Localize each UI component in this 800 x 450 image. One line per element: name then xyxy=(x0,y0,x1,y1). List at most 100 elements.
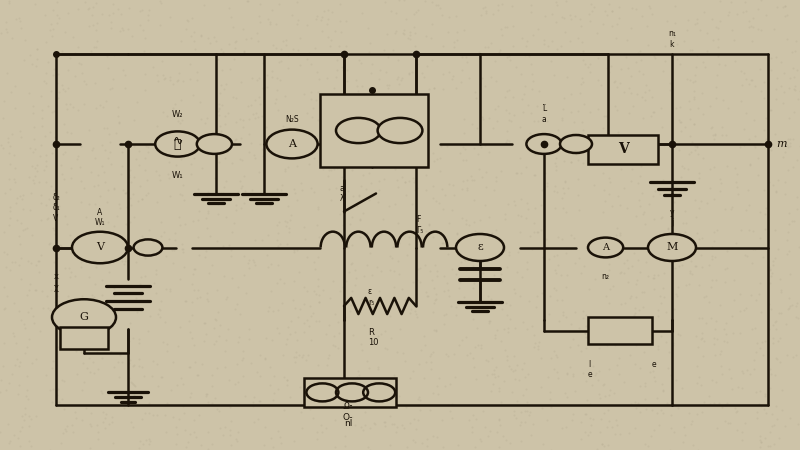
Point xyxy=(474,143,487,150)
Point xyxy=(762,178,775,185)
Point xyxy=(442,28,454,36)
Point xyxy=(290,336,303,343)
Point xyxy=(161,341,174,348)
Point xyxy=(504,440,517,447)
Point xyxy=(597,382,610,389)
Point xyxy=(122,171,135,179)
Point xyxy=(600,424,613,431)
Point xyxy=(510,63,522,71)
Point xyxy=(418,342,431,349)
Point xyxy=(74,60,87,67)
Point xyxy=(574,347,587,355)
Point xyxy=(430,328,443,335)
Point xyxy=(320,21,333,28)
Point xyxy=(72,59,85,67)
Point xyxy=(289,143,302,150)
Point xyxy=(635,57,648,64)
Point xyxy=(695,251,708,258)
Point xyxy=(58,378,71,385)
Point xyxy=(528,172,541,179)
Point xyxy=(88,369,101,377)
Point xyxy=(730,426,743,433)
Point xyxy=(537,253,550,260)
Point xyxy=(29,1,42,8)
Point xyxy=(555,194,568,201)
Point xyxy=(249,114,262,122)
Point xyxy=(619,54,632,61)
Point xyxy=(695,197,708,204)
Point xyxy=(236,183,249,190)
Point xyxy=(688,87,701,94)
Point xyxy=(0,305,11,312)
Point xyxy=(178,410,190,417)
Point xyxy=(754,27,767,34)
Point xyxy=(425,35,438,42)
Point xyxy=(618,184,630,191)
Point xyxy=(238,252,250,259)
Point xyxy=(647,368,660,375)
Point xyxy=(429,2,442,9)
Point xyxy=(411,416,424,423)
Point xyxy=(143,440,156,447)
Point xyxy=(579,428,592,436)
Point xyxy=(474,344,487,351)
Point xyxy=(155,373,168,380)
Point xyxy=(112,118,125,126)
Point xyxy=(311,117,324,124)
Point xyxy=(25,304,38,311)
Point xyxy=(271,261,284,269)
Point xyxy=(106,324,119,331)
Point xyxy=(477,407,490,414)
Point xyxy=(106,440,119,447)
Point xyxy=(49,230,62,238)
Point xyxy=(114,170,127,177)
Point xyxy=(426,309,439,316)
Point xyxy=(732,384,745,391)
Point xyxy=(495,399,508,406)
Point xyxy=(476,246,489,253)
Point xyxy=(770,354,782,361)
Point xyxy=(350,374,363,381)
Point xyxy=(519,164,532,171)
Point xyxy=(363,49,376,56)
Point xyxy=(744,23,757,30)
Point xyxy=(357,427,370,434)
Point xyxy=(16,423,29,430)
Point xyxy=(289,304,302,311)
Point xyxy=(622,265,634,272)
Point xyxy=(223,65,236,72)
Point xyxy=(52,321,65,328)
Point xyxy=(274,434,286,441)
Point xyxy=(121,203,134,211)
Point xyxy=(17,192,30,199)
Point xyxy=(749,246,762,253)
Point xyxy=(708,238,721,245)
Point xyxy=(295,186,308,194)
Point xyxy=(7,329,20,337)
Point xyxy=(469,343,482,351)
Point xyxy=(589,372,602,379)
Point xyxy=(134,8,146,15)
Point xyxy=(674,127,687,135)
Point xyxy=(143,399,156,406)
Point xyxy=(659,42,672,50)
Point xyxy=(783,294,796,302)
Point xyxy=(234,115,246,122)
Point xyxy=(330,383,342,391)
Point xyxy=(746,76,758,84)
Point xyxy=(46,150,58,157)
Point xyxy=(655,406,668,414)
Point xyxy=(625,400,638,408)
Point xyxy=(550,2,563,9)
Point xyxy=(522,205,534,212)
Point xyxy=(721,338,734,346)
Point xyxy=(59,87,72,94)
Point xyxy=(46,364,58,372)
Point xyxy=(23,90,36,97)
Point xyxy=(486,355,498,362)
Point xyxy=(341,66,354,73)
Point xyxy=(749,133,762,140)
Point xyxy=(78,184,90,192)
Point xyxy=(307,259,320,266)
Point xyxy=(384,334,397,342)
